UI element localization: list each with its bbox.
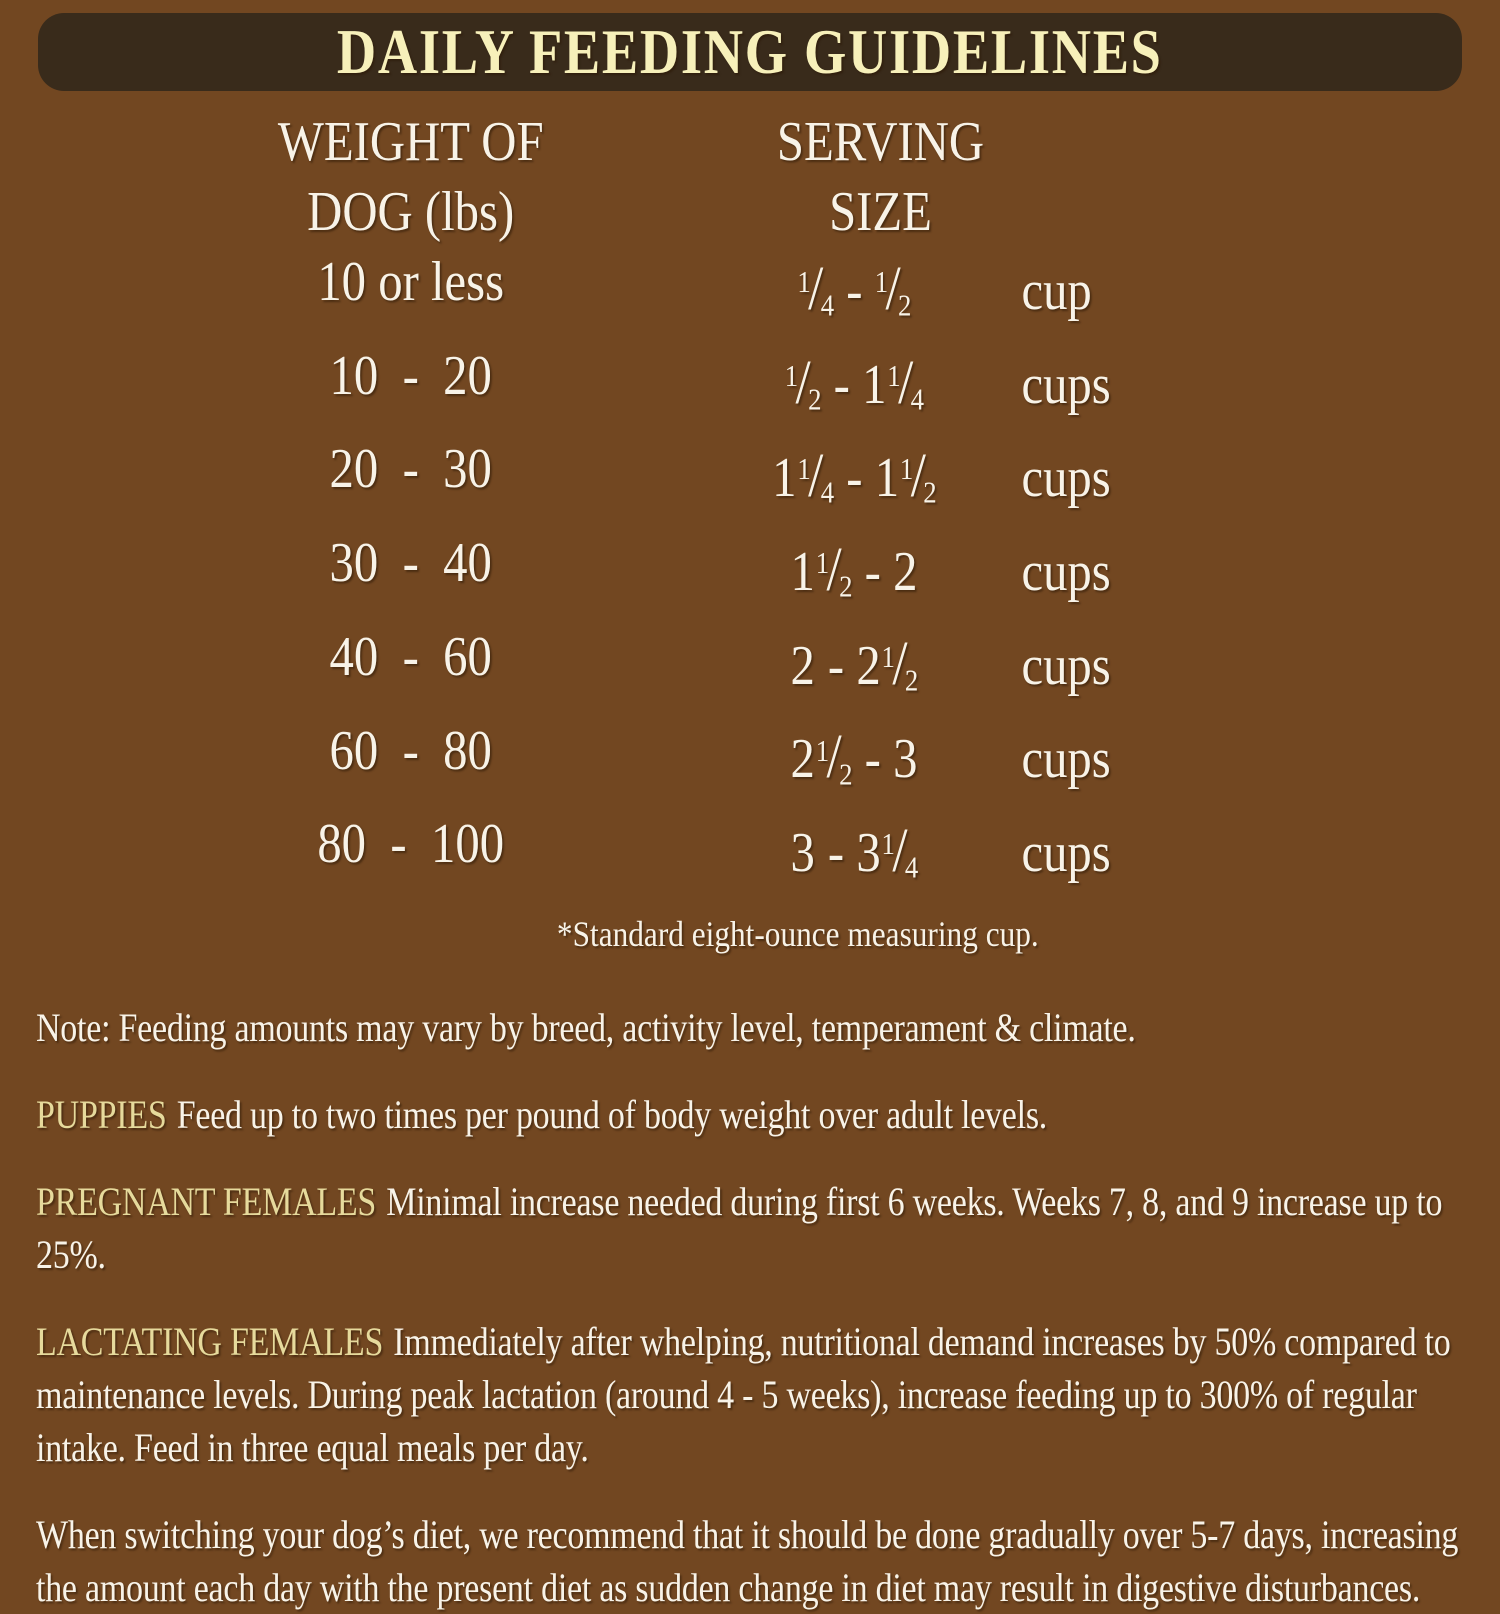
serving-range: 2-2 1/2 bbox=[790, 627, 919, 698]
note-text: Feed up to two times per pound of body w… bbox=[176, 1091, 1048, 1137]
serving-unit: cups bbox=[1021, 822, 1111, 885]
serving-unit: cups bbox=[1021, 447, 1111, 510]
serving-range: 1 1/2-2 bbox=[790, 534, 918, 605]
note-paragraph: LACTATING FEMALES Immediately after whelp… bbox=[36, 1315, 1464, 1474]
table-row: 10 or less 1/4-1/2 cup bbox=[185, 247, 1316, 341]
note-heading: PUPPIES bbox=[36, 1091, 167, 1137]
note-heading: LACTATING FEMALES bbox=[36, 1318, 384, 1364]
serving-cell: 1 1/2-2 cups bbox=[637, 528, 1316, 622]
weight-cell: 30 - 40 bbox=[329, 532, 492, 595]
serving-range: 1 1/4-1 1/2 bbox=[772, 440, 937, 511]
serving-column-header: SERVING SIZE bbox=[637, 107, 1316, 247]
serving-unit: cup bbox=[1021, 259, 1092, 322]
serving-header-line1: SERVING bbox=[776, 111, 985, 173]
table-footnote: *Standard eight-ounce measuring cup. bbox=[556, 913, 1039, 954]
table-row: 10 - 20 1/2-1 1/4 cups bbox=[185, 341, 1316, 435]
weight-cell: 10 or less bbox=[317, 251, 505, 313]
table-row: 20 - 30 1 1/4-1 1/2 cups bbox=[185, 434, 1316, 528]
feeding-table: WEIGHT OF DOG (lbs) SERVING SIZE 10 or l… bbox=[185, 107, 1316, 955]
serving-unit: cups bbox=[1021, 353, 1111, 416]
note-paragraph: PREGNANT FEMALES Minimal increase needed … bbox=[36, 1175, 1464, 1281]
notes-section: Note: Feeding amounts may vary by breed,… bbox=[36, 1001, 1464, 1614]
note-paragraph: Note: Feeding amounts may vary by breed,… bbox=[36, 1001, 1464, 1054]
feeding-table-header: WEIGHT OF DOG (lbs) SERVING SIZE bbox=[185, 107, 1316, 247]
serving-unit: cups bbox=[1021, 728, 1111, 791]
serving-cell: 3-3 1/4 cups bbox=[637, 809, 1316, 903]
page-title: DAILY FEEDING GUIDELINES bbox=[337, 16, 1163, 87]
feeding-guidelines-label: DAILY FEEDING GUIDELINES WEIGHT OF DOG (… bbox=[0, 13, 1500, 1610]
weight-header-line1: WEIGHT OF bbox=[277, 111, 544, 173]
serving-range: 1/4-1/2 bbox=[797, 252, 912, 323]
note-paragraph: PUPPIES Feed up to two times per pound of… bbox=[36, 1088, 1464, 1141]
note-text: Immediately after whelping, nutritional … bbox=[36, 1318, 1451, 1470]
note-paragraph: When switching your dog’s diet, we recom… bbox=[36, 1508, 1464, 1614]
serving-cell: 1 1/4-1 1/2 cups bbox=[637, 434, 1316, 528]
serving-cell: 1/4-1/2 cup bbox=[637, 247, 1316, 341]
serving-cell: 2-2 1/2 cups bbox=[637, 622, 1316, 716]
note-heading: PREGNANT FEMALES bbox=[36, 1178, 377, 1224]
table-row: 40 - 60 2-2 1/2 cups bbox=[185, 622, 1316, 716]
serving-header-line2: SIZE bbox=[829, 181, 932, 243]
serving-unit: cups bbox=[1021, 541, 1111, 604]
note-text: When switching your dog’s diet, we recom… bbox=[36, 1511, 1459, 1610]
weight-cell: 10 - 20 bbox=[329, 344, 492, 407]
weight-cell: 40 - 60 bbox=[329, 625, 492, 688]
serving-cell: 2 1/2-3 cups bbox=[637, 716, 1316, 810]
table-row: 80 - 100 3-3 1/4 cups bbox=[185, 809, 1316, 903]
weight-header-line2: DOG (lbs) bbox=[307, 181, 515, 243]
note-text: Minimal increase needed during first 6 w… bbox=[36, 1178, 1443, 1277]
serving-cell: 1/2-1 1/4 cups bbox=[637, 341, 1316, 435]
weight-cell: 80 - 100 bbox=[317, 813, 505, 876]
feeding-table-rows: 10 or less 1/4-1/2 cup 10 - 20 1/2-1 1/4 … bbox=[185, 247, 1316, 903]
serving-range: 3-3 1/4 bbox=[790, 815, 919, 886]
note-text: Note: Feeding amounts may vary by breed,… bbox=[36, 1004, 1136, 1050]
table-row: 30 - 40 1 1/2-2 cups bbox=[185, 528, 1316, 622]
weight-cell: 20 - 30 bbox=[329, 438, 492, 501]
serving-range: 2 1/2-3 bbox=[790, 721, 918, 792]
weight-cell: 60 - 80 bbox=[329, 719, 492, 782]
title-bar: DAILY FEEDING GUIDELINES bbox=[38, 13, 1462, 91]
table-row: 60 - 80 2 1/2-3 cups bbox=[185, 716, 1316, 810]
weight-column-header: WEIGHT OF DOG (lbs) bbox=[185, 107, 637, 247]
serving-unit: cups bbox=[1021, 634, 1111, 697]
serving-range: 1/2-1 1/4 bbox=[784, 346, 925, 417]
